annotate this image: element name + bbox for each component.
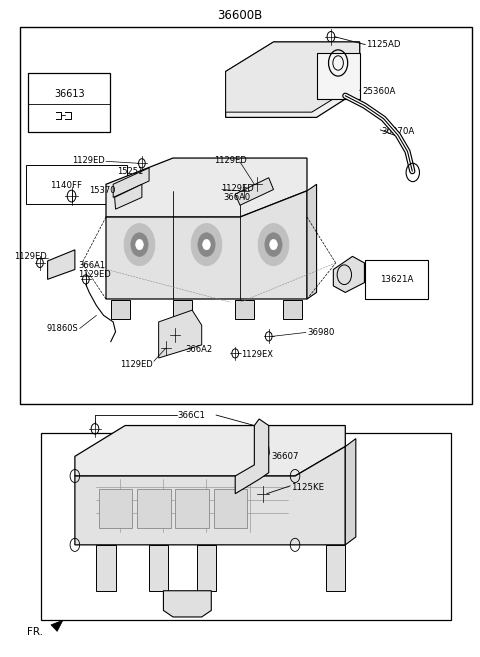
Polygon shape <box>226 42 360 118</box>
Bar <box>173 300 192 319</box>
Polygon shape <box>345 439 356 545</box>
Circle shape <box>198 233 215 256</box>
Text: 1140FF: 1140FF <box>50 181 82 190</box>
Bar <box>41 434 451 620</box>
Polygon shape <box>163 591 211 617</box>
Polygon shape <box>115 184 142 209</box>
Polygon shape <box>307 184 317 299</box>
Text: FR.: FR. <box>27 627 43 637</box>
Bar <box>235 300 254 319</box>
Text: 36600B: 36600B <box>217 9 263 22</box>
Bar <box>175 489 209 528</box>
Text: 1125KE: 1125KE <box>291 483 324 491</box>
Polygon shape <box>75 426 345 476</box>
Circle shape <box>131 233 148 256</box>
Circle shape <box>265 233 282 256</box>
Bar <box>137 489 170 528</box>
Circle shape <box>124 223 155 265</box>
Text: 36613: 36613 <box>54 89 84 99</box>
Bar <box>99 489 132 528</box>
Text: 1125AD: 1125AD <box>366 40 400 49</box>
Polygon shape <box>326 545 345 591</box>
Bar <box>26 165 127 204</box>
Circle shape <box>203 239 210 250</box>
Bar <box>111 300 130 319</box>
Bar <box>20 27 472 404</box>
Polygon shape <box>106 158 307 217</box>
Text: 366C1: 366C1 <box>178 411 206 420</box>
Polygon shape <box>96 545 116 591</box>
Text: 1129EX: 1129EX <box>241 350 273 359</box>
Text: 366A1: 366A1 <box>78 261 105 270</box>
Text: 366A0: 366A0 <box>224 193 251 202</box>
Text: 36970A: 36970A <box>381 127 414 136</box>
Polygon shape <box>235 177 274 205</box>
Bar <box>283 300 302 319</box>
Bar <box>365 260 428 299</box>
Polygon shape <box>113 168 149 197</box>
Polygon shape <box>48 250 75 279</box>
Text: 36607: 36607 <box>271 452 299 461</box>
Text: 1129ED: 1129ED <box>214 156 246 164</box>
Text: 15251: 15251 <box>117 167 143 175</box>
Circle shape <box>270 239 277 250</box>
Circle shape <box>258 223 289 265</box>
Circle shape <box>136 239 144 250</box>
Text: 1129ED: 1129ED <box>78 270 111 279</box>
Text: 1129ED: 1129ED <box>14 252 47 261</box>
Polygon shape <box>149 545 168 591</box>
Polygon shape <box>333 256 364 292</box>
Bar <box>214 489 247 528</box>
Text: 91860S: 91860S <box>46 324 78 333</box>
Text: 25360A: 25360A <box>362 87 396 96</box>
Text: 13621A: 13621A <box>380 275 413 284</box>
Text: 366A2: 366A2 <box>185 345 212 354</box>
Polygon shape <box>317 53 360 99</box>
Circle shape <box>191 223 222 265</box>
Polygon shape <box>75 447 345 545</box>
Polygon shape <box>158 310 202 358</box>
Polygon shape <box>197 545 216 591</box>
Polygon shape <box>106 191 307 299</box>
Text: 15370: 15370 <box>89 187 116 195</box>
Polygon shape <box>226 42 360 112</box>
Polygon shape <box>51 620 63 631</box>
Text: 36980: 36980 <box>307 328 335 337</box>
Polygon shape <box>235 419 269 493</box>
Text: 1129ED: 1129ED <box>120 360 153 369</box>
Bar <box>28 73 110 132</box>
Text: 1129ED: 1129ED <box>221 185 253 193</box>
Text: 1129ED: 1129ED <box>72 156 105 164</box>
